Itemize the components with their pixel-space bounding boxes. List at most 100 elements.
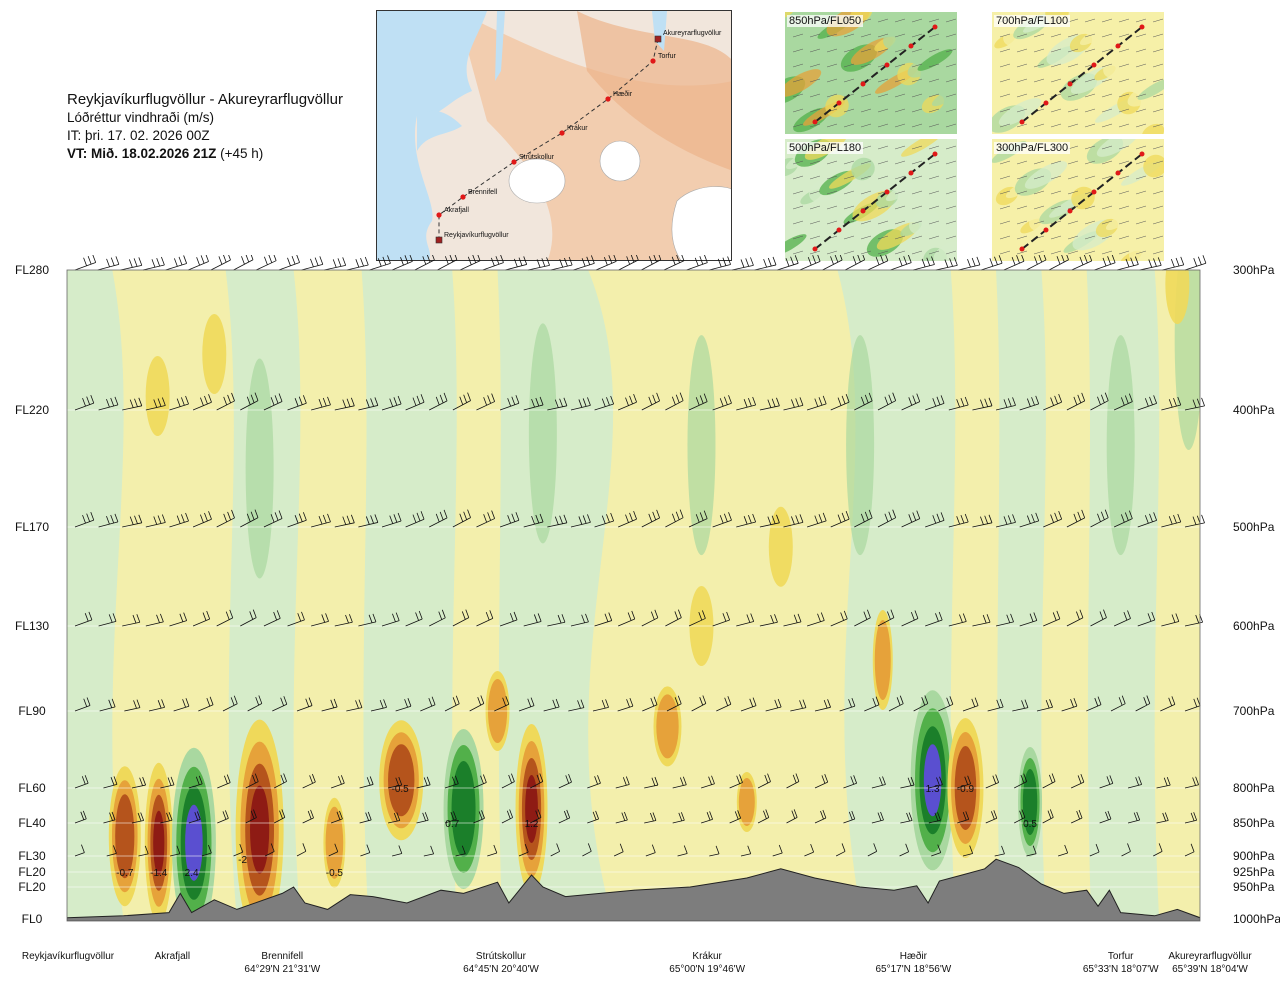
station-coord: 65°39'N 18°04'W [1172, 964, 1248, 975]
weak-downdraft-band [112, 270, 237, 921]
downdraft-cell [653, 686, 682, 767]
mini-panel-850[interactable]: 850hPa/FL050 [785, 12, 957, 134]
mini-route-line [1021, 26, 1143, 123]
valid-time: VT: Mið. 18.02.2026 21Z (+45 h) [67, 145, 343, 163]
fl-tick-label: FL40 [18, 816, 46, 830]
annotation-value: 0.5 [1023, 819, 1037, 830]
hpa-tick-label: 950hPa [1233, 880, 1275, 894]
station-label: Krákur 65°00'N 19°46'W [647, 950, 767, 976]
fl-tick-label: FL170 [15, 520, 49, 534]
weak-updraft-streak [528, 323, 557, 544]
issue-time: IT: þri. 17. 02. 2026 00Z [67, 128, 210, 143]
fl-tick-label: FL280 [15, 263, 49, 277]
weak-downdraft-cell [202, 314, 227, 394]
route-map: Akureyrarflugvöllur Torfur Hæðir Krákur Strú… [376, 10, 732, 261]
weak-downdraft-cell [768, 506, 793, 587]
station-label: Strútskollur 64°45'N 20°40'W [441, 950, 561, 976]
mini-panel-700-svg [992, 12, 1164, 134]
mini-panel-500[interactable]: 500hPa/FL180 [785, 139, 957, 261]
station-label: Akureyrarflugvöllur 65°39'N 18°04'W [1150, 950, 1270, 976]
annotation-value: 2.4 [185, 868, 199, 879]
mini-panel-700[interactable]: 700hPa/FL100 [992, 12, 1164, 134]
station-label: Torfur 65°33'N 18°07'W [1061, 950, 1181, 976]
annotation-value: -2 [238, 855, 247, 866]
wind-barb-row [74, 695, 1201, 712]
fl-tick-label: FL60 [18, 781, 46, 795]
station-name: Strútskollur [475, 951, 526, 962]
waypoint-marker [460, 194, 466, 200]
airport-marker [435, 236, 443, 244]
station-coord: 64°29'N 21°31'W [244, 964, 321, 975]
hpa-tick-label: 500hPa [1233, 520, 1275, 534]
fl-tick-label: FL20 [18, 865, 46, 879]
updraft-cell [171, 747, 216, 921]
fl-tick-label: FL220 [15, 403, 49, 417]
weak-downdraft-cell [145, 356, 170, 436]
flight-level-axis: FL280 FL220 FL170 FL130 FL90 FL60 FL40 FL30 FL20… [15, 263, 49, 926]
route-title: Reykjavíkurflugvöllur - Akureyrarflugvöl… [67, 91, 343, 108]
station-labels: Reykjavíkurflugvöllur Akrafjall Brennifell… [0, 950, 1280, 980]
annotation-value: 0.7 [445, 819, 459, 830]
waypoint-label: Akrafjall [444, 207, 469, 214]
route-line-group: Akureyrarflugvöllur Torfur Hæðir Krákur Strú… [435, 30, 722, 244]
valid-time-bold: VT: Mið. 18.02.2026 21Z [67, 146, 217, 161]
waypoint-marker [559, 130, 565, 136]
downdraft-cell [736, 772, 757, 832]
waypoint-label: Reykjavíkurflugvöllur [444, 232, 509, 239]
waypoint-label: Hæðir [613, 90, 633, 98]
station-name: Akrafjall [154, 951, 191, 962]
mini-route-line [814, 26, 936, 123]
station-label: Akrafjall [112, 950, 232, 963]
route-line [438, 38, 659, 240]
hpa-tick-label: 400hPa [1233, 403, 1275, 417]
station-name: Torfur [1107, 951, 1134, 962]
weak-updraft-streak [245, 358, 274, 579]
downdraft-cell [323, 797, 346, 888]
weak-downdraft-band [588, 270, 863, 921]
wind-barb-row [74, 609, 1203, 627]
hpa-tick-label: 800hPa [1233, 781, 1275, 795]
hpa-tick-label: 925hPa [1233, 865, 1275, 879]
fl-tick-label: FL20 [18, 880, 46, 894]
mini-panel-500-label: 500hPa/FL180 [787, 142, 864, 154]
annotation-value: -0.5 [326, 868, 344, 879]
pressure-axis: 300hPa 400hPa 500hPa 600hPa 700hPa 800hPa 850h… [1233, 263, 1280, 926]
terrain-fill [67, 858, 1200, 921]
station-name: Brennifell [261, 951, 304, 962]
station-name: Hæðir [899, 951, 927, 962]
mini-panel-300[interactable]: 300hPa/FL300 [992, 139, 1164, 261]
hpa-tick-label: 700hPa [1233, 704, 1275, 718]
wind-barb-row [74, 255, 1207, 271]
mini-panel-300-svg [992, 139, 1164, 261]
annotation-value: 1.3 [926, 784, 940, 795]
downdraft-cell [379, 720, 424, 841]
cross-section-chart: -0.7 -1.4 2.4 -2 -0.5 -0.5 0.7 1.2 1.3 -0.9 0.5 FL… [15, 255, 1280, 926]
vertical-velocity-field [108, 610, 1043, 921]
fl-tick-label: FL30 [18, 849, 46, 863]
waypoint-marker [511, 159, 517, 165]
station-label: Reykjavíkurflugvöllur [8, 950, 128, 963]
annotation-value: -1.4 [150, 868, 168, 879]
wind-barb-row [74, 809, 1198, 824]
valid-time-offset: (+45 h) [220, 146, 264, 161]
waypoint-label: Torfur [658, 53, 677, 60]
hpa-tick-label: 850hPa [1233, 816, 1275, 830]
downdraft-cell [515, 724, 548, 894]
weak-downdraft-cell [1165, 270, 1190, 324]
annotation-value: -0.9 [957, 784, 975, 795]
station-label: Hæðir 65°17'N 18°56'W [853, 950, 973, 976]
hpa-tick-label: 900hPa [1233, 849, 1275, 863]
wind-barb-row [74, 509, 1205, 528]
mini-route-line [1021, 153, 1143, 250]
station-name: Krákur [692, 951, 722, 962]
mini-panel-850-label: 850hPa/FL050 [787, 15, 864, 27]
station-name: Reykjavíkurflugvöllur [21, 951, 115, 962]
fl-tick-label: FL90 [18, 704, 46, 718]
title-block: Reykjavíkurflugvöllur - Akureyrarflugvöl… [67, 90, 343, 163]
terrain-profile [67, 858, 1200, 921]
wind-barb-row [74, 392, 1205, 411]
station-name: Akureyrarflugvöllur [1168, 951, 1252, 962]
hpa-tick-label: 1000hPa [1233, 912, 1280, 926]
waypoint-marker [605, 96, 611, 102]
station-coord: 64°45'N 20°40'W [463, 964, 539, 975]
